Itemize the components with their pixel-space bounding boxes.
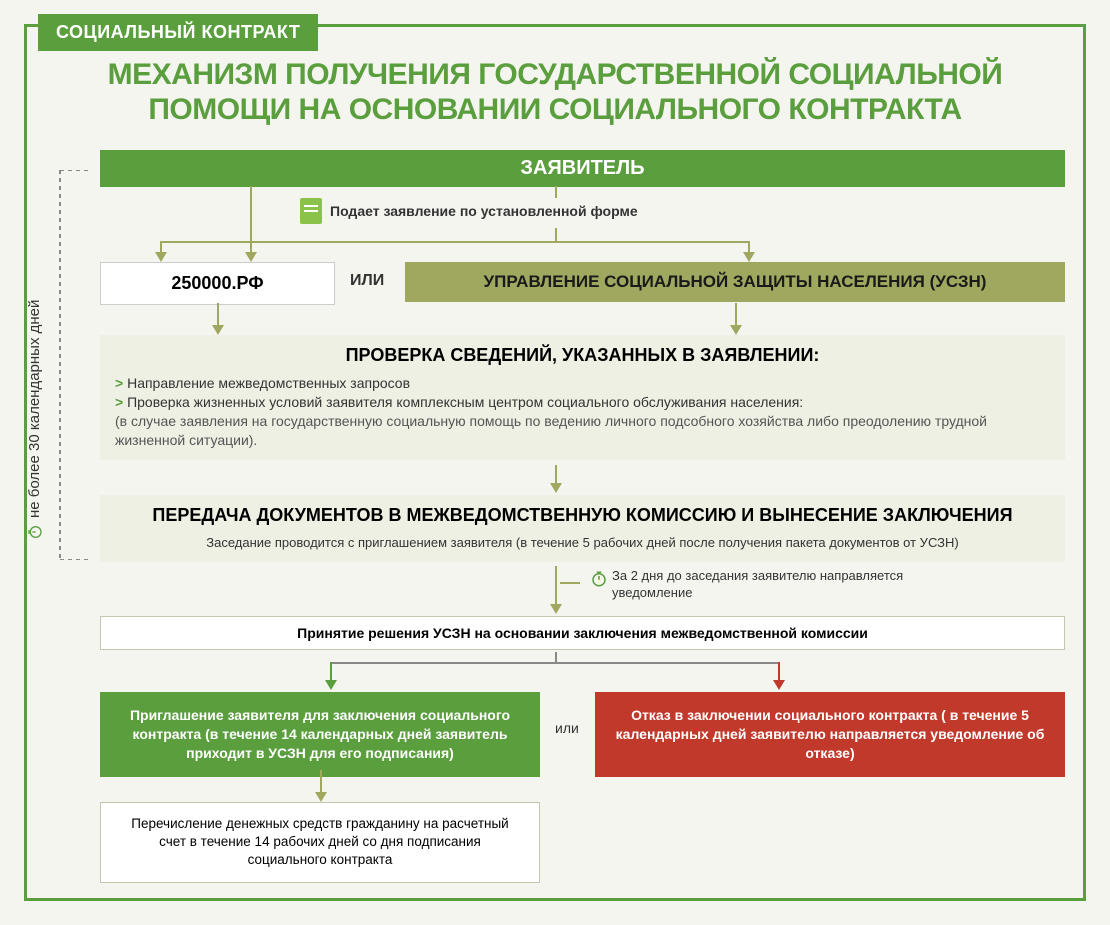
sidebar-duration: не более 30 календарных дней: [26, 275, 43, 540]
branch-right-box: УПРАВЛЕНИЕ СОЦИАЛЬНОЙ ЗАЩИТЫ НАСЕЛЕНИЯ (…: [405, 262, 1065, 302]
notice-row: За 2 дня до заседания заявителю направля…: [590, 568, 940, 602]
outcome-or: или: [555, 720, 579, 736]
check-bullet-2: > Проверка жизненных условий заявителя к…: [115, 393, 1050, 412]
document-icon: [300, 198, 322, 224]
branch-left-box: 250000.РФ: [100, 262, 335, 305]
arrow-icon: [325, 680, 337, 690]
connector: [330, 662, 332, 680]
transfer-box: Перечисление денежных средств гражданину…: [100, 802, 540, 883]
arrow-icon: [212, 325, 224, 335]
check-bullet-1: > Направление межведомственных запросов: [115, 374, 1050, 393]
connector: [555, 465, 557, 483]
submit-text: Подает заявление по установленной форме: [330, 202, 638, 221]
arrow-icon: [550, 483, 562, 493]
decision-box: Принятие решения УСЗН на основании заклю…: [100, 616, 1065, 650]
connector: [217, 303, 219, 325]
arrow-icon: [773, 680, 785, 690]
connector: [250, 206, 252, 253]
bracket-lines: [55, 170, 95, 560]
connector: [555, 566, 557, 604]
connector: [555, 652, 557, 662]
connector: [330, 662, 780, 664]
connector: [160, 241, 750, 243]
connector: [320, 770, 322, 792]
arrow-icon: [315, 792, 327, 802]
arrow-icon: [550, 604, 562, 614]
arrow-icon: [155, 252, 167, 262]
step-applicant: ЗАЯВИТЕЛЬ: [100, 150, 1065, 187]
header-tab: СОЦИАЛЬНЫЙ КОНТРАКТ: [38, 14, 318, 51]
connector: [555, 186, 557, 198]
connector: [250, 186, 252, 206]
sidebar-duration-text: не более 30 календарных дней: [26, 300, 43, 518]
commission-note: Заседание проводится с приглашением заяв…: [115, 534, 1050, 552]
outcome-reject: Отказ в заключении социального контракта…: [595, 692, 1065, 777]
arrow-icon: [730, 325, 742, 335]
check-note: (в случае заявления на государственную с…: [115, 412, 1050, 450]
check-box: ПРОВЕРКА СВЕДЕНИЙ, УКАЗАННЫХ В ЗАЯВЛЕНИИ…: [100, 335, 1065, 460]
arrow-icon: [743, 252, 755, 262]
notice-text: За 2 дня до заседания заявителю направля…: [612, 568, 940, 602]
outcome-accept: Приглашение заявителя для заключения соц…: [100, 692, 540, 777]
commission-title: ПЕРЕДАЧА ДОКУМЕНТОВ В МЕЖВЕДОМСТВЕННУЮ К…: [115, 505, 1050, 526]
branch-or: ИЛИ: [350, 272, 384, 290]
commission-box: ПЕРЕДАЧА ДОКУМЕНТОВ В МЕЖВЕДОМСТВЕННУЮ К…: [100, 495, 1065, 562]
connector: [735, 303, 737, 325]
connector: [555, 228, 557, 241]
main-title: МЕХАНИЗМ ПОЛУЧЕНИЯ ГОСУДАРСТВЕННОЙ СОЦИА…: [60, 58, 1050, 127]
connector: [778, 662, 780, 680]
submit-row: Подает заявление по установленной форме: [300, 198, 638, 224]
timer-icon: [27, 524, 43, 540]
arrow-icon: [245, 252, 257, 262]
timer-icon: [590, 570, 606, 586]
connector: [560, 582, 580, 584]
check-title: ПРОВЕРКА СВЕДЕНИЙ, УКАЗАННЫХ В ЗАЯВЛЕНИИ…: [115, 345, 1050, 366]
